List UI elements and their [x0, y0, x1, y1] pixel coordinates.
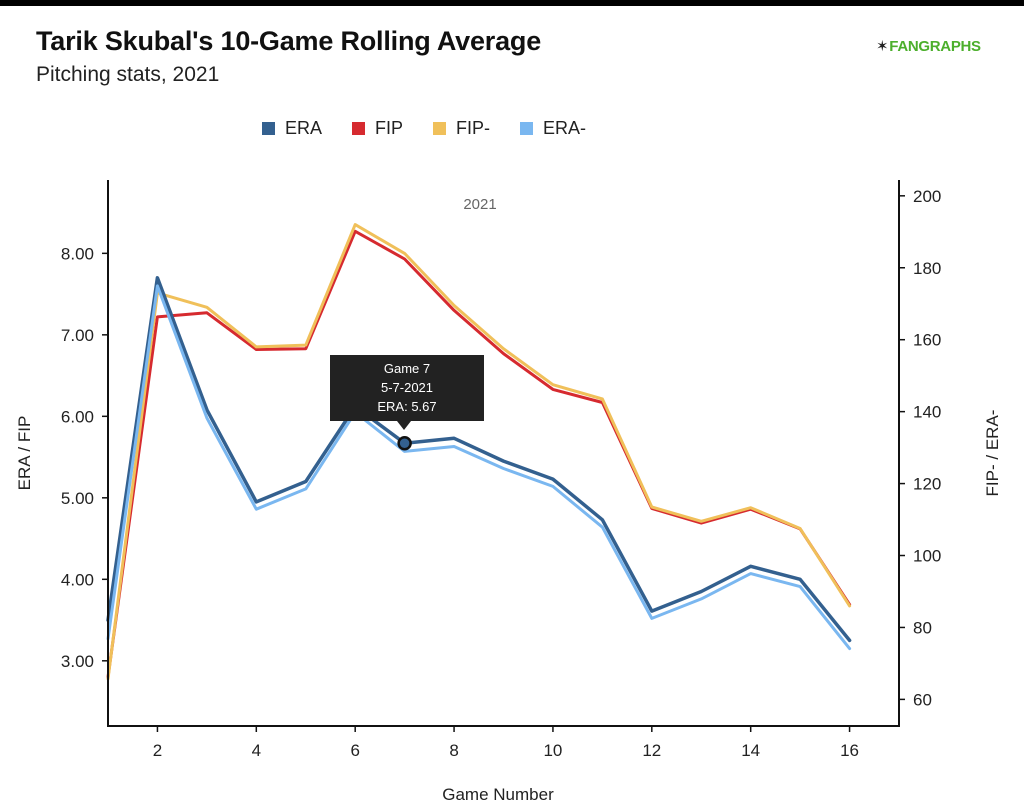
x-tick-label: 14 — [741, 741, 760, 760]
x-tick-label: 16 — [840, 741, 859, 760]
season-annotation: 2021 — [463, 196, 496, 213]
left-tick-label: 3.00 — [61, 652, 94, 671]
legend-label-era-minus: ERA- — [543, 118, 587, 138]
right-tick-label: 120 — [913, 475, 941, 494]
series-line-era-minus — [106, 284, 852, 651]
x-tick-label: 8 — [449, 741, 458, 760]
x-tick-label: 6 — [350, 741, 359, 760]
legend-swatch-fip — [352, 122, 366, 135]
legend: ERA FIP FIP- ERA- — [262, 118, 586, 139]
tooltip-date: 5-7-2021 — [380, 380, 434, 395]
legend-swatch-era-minus — [520, 122, 534, 135]
series-lines — [106, 223, 852, 681]
left-tick-label: 7.00 — [61, 326, 94, 345]
right-tick-label: 180 — [913, 259, 941, 278]
series-line-era — [106, 276, 852, 643]
legend-item-fip[interactable]: FIP — [352, 118, 403, 139]
x-axis-label: Game Number — [442, 785, 554, 804]
series-line-fip-minus — [106, 223, 852, 681]
logo-mark-icon: ✶ — [876, 38, 889, 55]
right-axis-label: FIP- / ERA- — [983, 410, 1002, 497]
fangraphs-logo[interactable]: ✶FANGRAPHS — [876, 37, 981, 55]
right-tick-label: 160 — [913, 331, 941, 350]
x-tick-label: 12 — [642, 741, 661, 760]
left-tick-label: 5.00 — [61, 489, 94, 508]
legend-item-era[interactable]: ERA — [262, 118, 322, 139]
right-tick-label: 100 — [913, 547, 941, 566]
tooltip-game: Game 7 — [383, 361, 431, 376]
logo-text: FANGRAPHS — [889, 38, 981, 55]
x-axis-ticks: 2 4 6 8 10 12 14 16 — [153, 726, 859, 760]
legend-label-era: ERA — [285, 118, 323, 138]
tooltip-era: ERA: 5.67 — [377, 399, 437, 414]
chart-subtitle: Pitching stats, 2021 — [36, 63, 220, 86]
legend-item-fip-minus[interactable]: FIP- — [433, 118, 490, 139]
left-tick-label: 6.00 — [61, 407, 94, 426]
legend-label-fip: FIP — [375, 118, 404, 138]
right-tick-label: 80 — [913, 618, 932, 637]
left-tick-label: 8.00 — [61, 244, 94, 263]
x-tick-label: 2 — [153, 741, 162, 760]
right-tick-label: 200 — [913, 187, 941, 206]
tooltip: Game 7 5-7-2021 ERA: 5.67 — [330, 355, 484, 430]
top-rule — [0, 0, 1024, 6]
legend-item-era-minus[interactable]: ERA- — [520, 118, 586, 139]
right-axis-ticks: 60 80 100 120 140 160 180 200 — [899, 187, 941, 709]
left-axis-label: ERA / FIP — [15, 416, 34, 491]
hover-point-marker[interactable] — [397, 435, 412, 451]
left-tick-label: 4.00 — [61, 570, 94, 589]
legend-swatch-era — [262, 122, 275, 135]
right-tick-label: 60 — [913, 690, 932, 709]
chart-title: Tarik Skubal's 10-Game Rolling Average — [36, 26, 542, 56]
series-line-fip — [106, 229, 852, 679]
right-tick-label: 140 — [913, 403, 941, 422]
left-axis-ticks: 3.00 4.00 5.00 6.00 7.00 8.00 — [61, 244, 108, 671]
x-tick-label: 10 — [543, 741, 562, 760]
legend-swatch-fip-minus — [433, 122, 447, 135]
legend-label-fip-minus: FIP- — [456, 118, 491, 138]
x-tick-label: 4 — [252, 741, 261, 760]
